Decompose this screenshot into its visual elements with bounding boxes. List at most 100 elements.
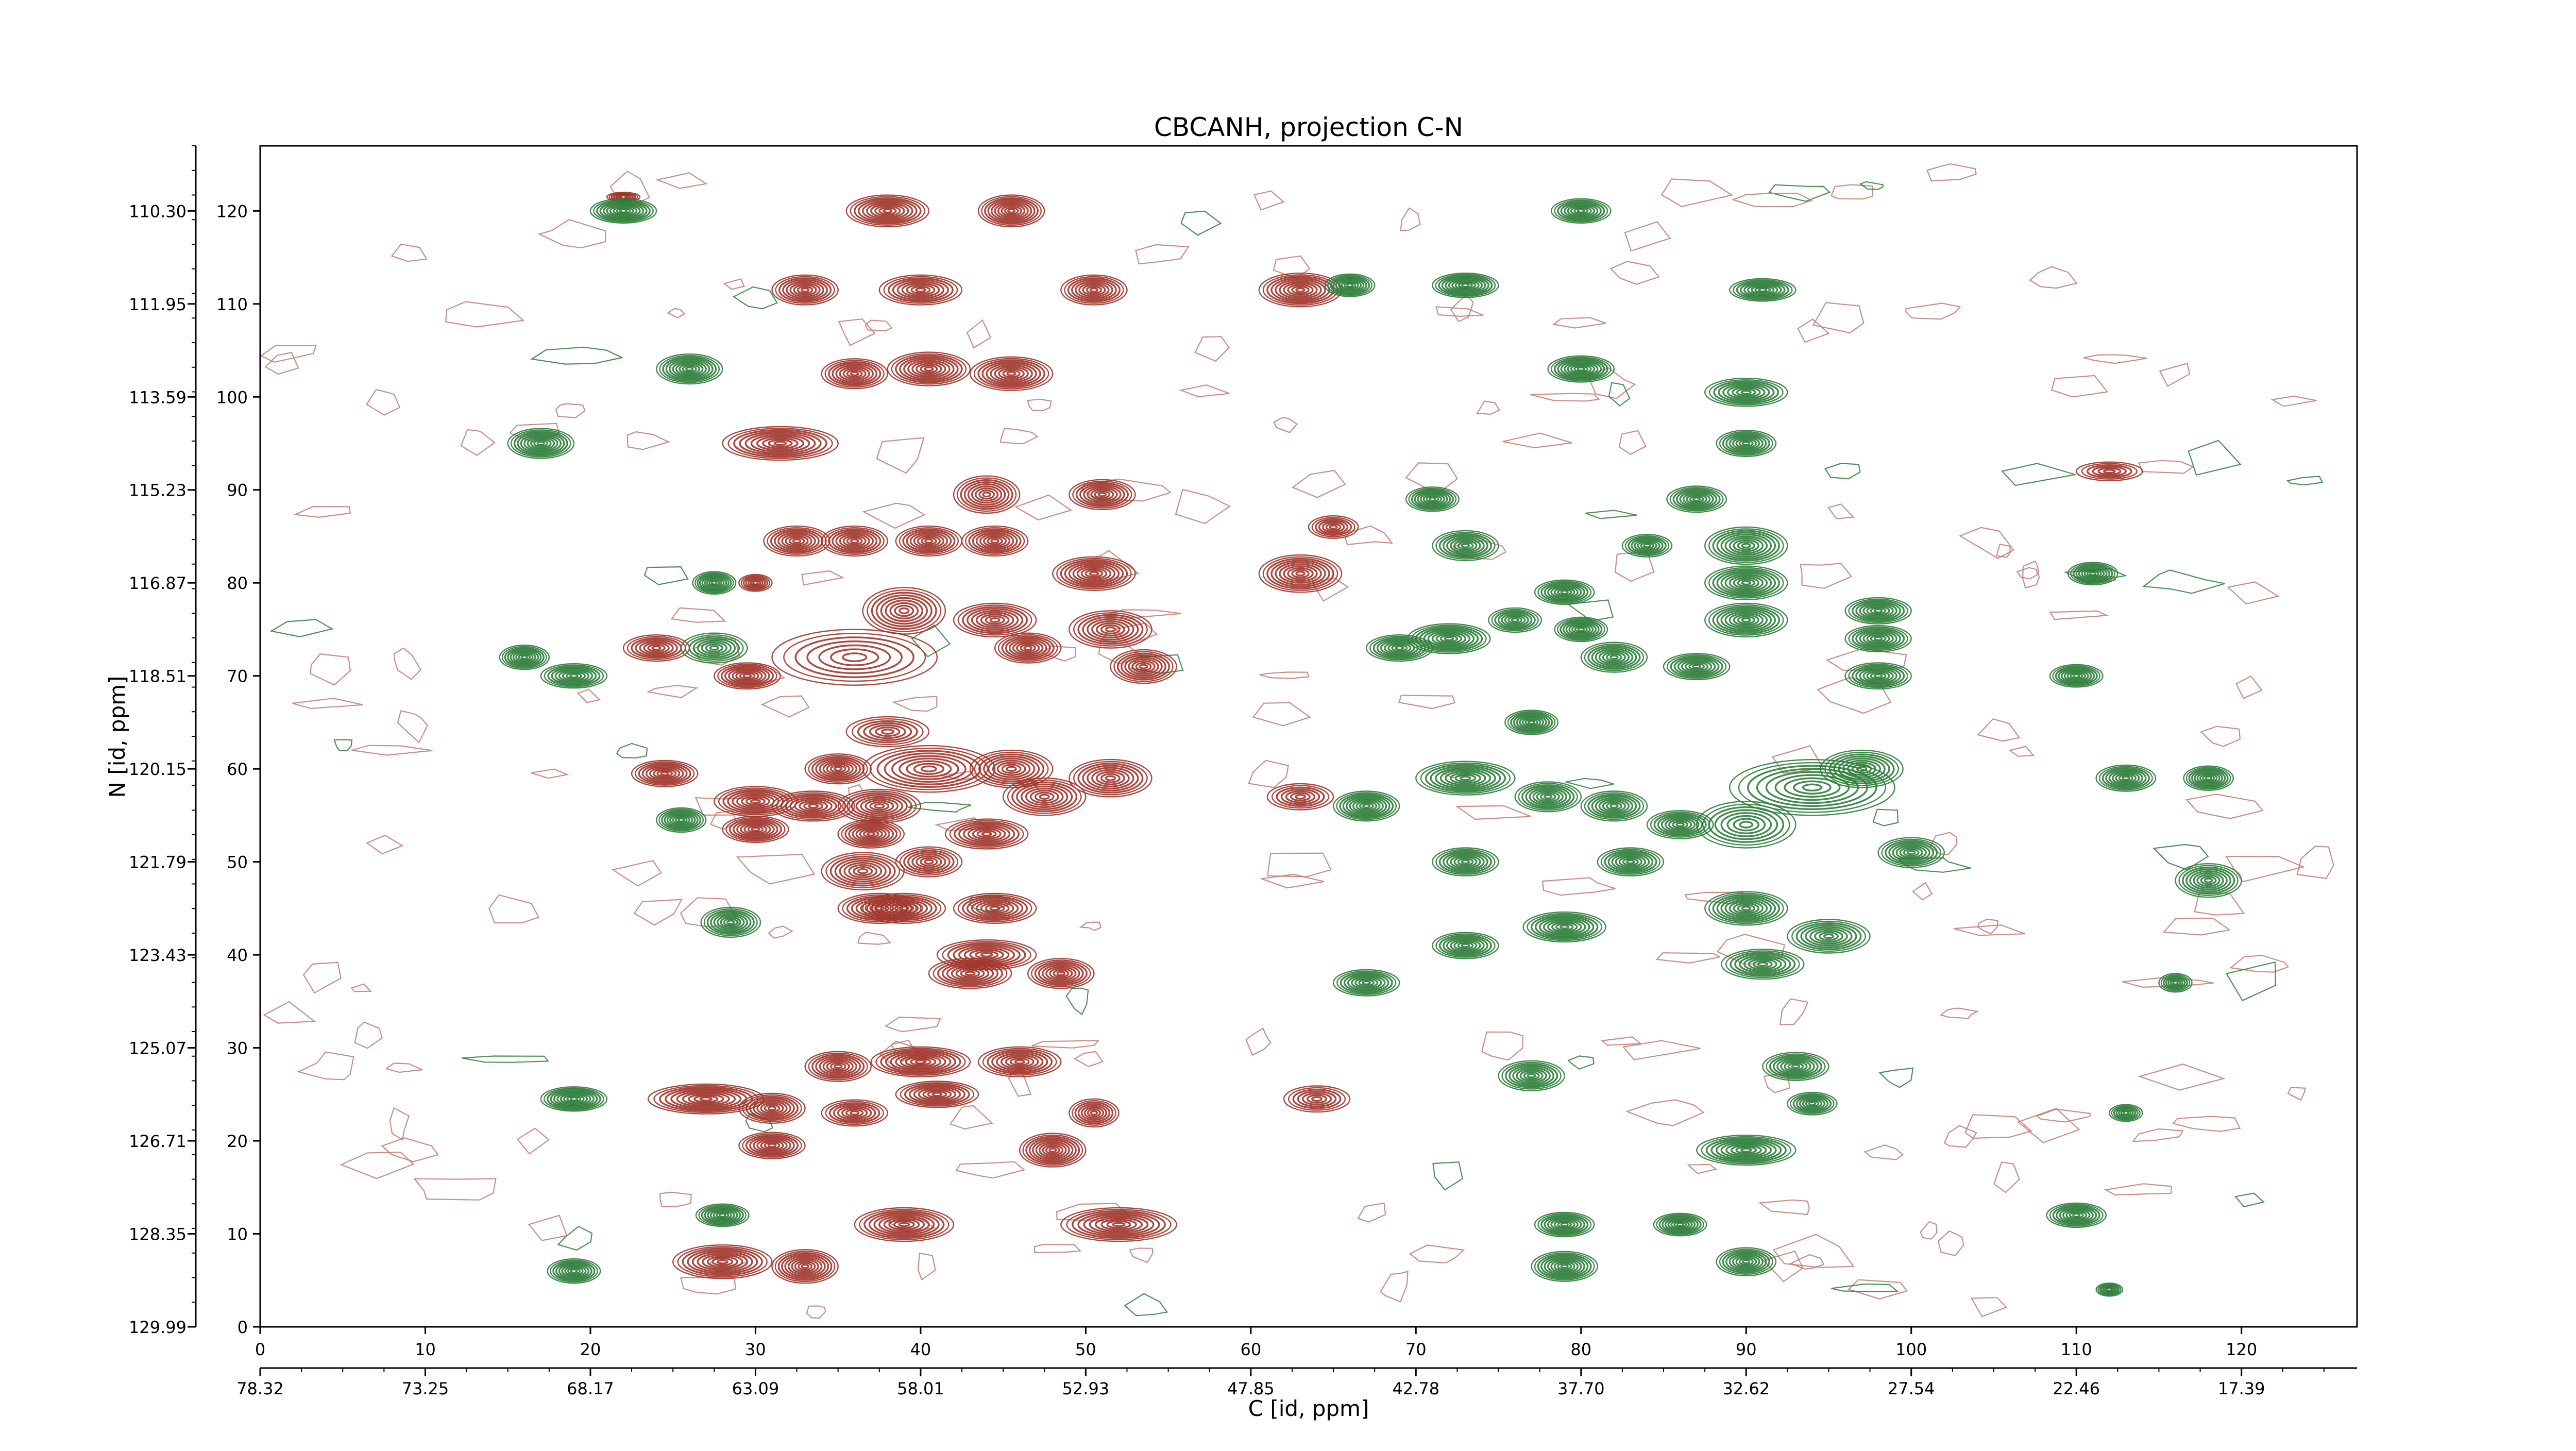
noise-contour <box>310 653 351 686</box>
positive-contour-level <box>920 364 938 374</box>
positive-contour-level <box>1079 483 1125 505</box>
positive-contour-level <box>878 274 963 306</box>
positive-contour-level <box>862 745 996 793</box>
negative-contour-level <box>1516 715 1547 730</box>
noise-contour <box>488 894 539 924</box>
positive-contour-level <box>899 906 910 911</box>
negative-contour-level <box>1602 800 1626 812</box>
negative-contour-level <box>1737 541 1756 550</box>
positive-contour-level <box>722 815 789 843</box>
noise-contour <box>1245 1027 1272 1056</box>
positive-contour-level <box>1072 1210 1166 1239</box>
negative-contour-level <box>1705 1137 1787 1163</box>
positive-contour-level <box>770 528 824 554</box>
negative-contour-level <box>550 1259 598 1283</box>
positive-contour-level <box>962 824 1011 843</box>
positive-contour-level <box>742 1133 802 1158</box>
positive-contour-level <box>771 629 938 686</box>
negative-peak <box>2067 562 2119 586</box>
negative-contour-level <box>701 642 728 655</box>
positive-contour-level <box>735 670 759 681</box>
negative-contour-level <box>675 362 704 376</box>
negative-contour-level <box>510 649 539 665</box>
negative-contour-level <box>1553 1261 1575 1272</box>
positive-contour-level <box>842 652 868 663</box>
negative-contour-level <box>2099 1284 2120 1295</box>
noise-contour <box>1779 998 1809 1025</box>
positive-contour-level <box>771 790 855 822</box>
negative-contour-level <box>544 664 604 687</box>
negative-contour-level <box>1432 530 1499 562</box>
negative-contour-level <box>540 1086 608 1112</box>
noise-contour <box>2188 440 2242 476</box>
negative-contour-level <box>2196 874 2221 887</box>
negative-contour-level <box>1498 1060 1565 1091</box>
negative-contour-level <box>1716 570 1776 596</box>
negative-peak <box>1646 810 1714 839</box>
negative-contour-level <box>1568 623 1594 636</box>
positive-peak <box>1266 783 1334 811</box>
noise-contour <box>2036 1108 2092 1123</box>
negative-contour-level <box>1511 617 1519 623</box>
negative-contour-level <box>1903 848 1920 857</box>
negative-contour-level <box>553 1090 595 1107</box>
positive-contour-level <box>888 1219 920 1230</box>
negative-contour-level <box>1724 611 1768 630</box>
noise-contour <box>393 647 421 680</box>
noise-contour <box>1872 808 1899 826</box>
negative-contour-level <box>1736 388 1756 396</box>
negative-contour-level <box>701 576 727 590</box>
positive-peak <box>953 892 1037 924</box>
positive-contour-level <box>946 964 994 983</box>
noise-contour <box>1609 261 1660 285</box>
negative-contour-level <box>1710 1139 1782 1162</box>
negative-contour-level <box>1728 575 1764 590</box>
positive-contour-level <box>871 592 937 630</box>
positive-contour-level <box>1270 560 1330 588</box>
x-axis-label: C [id, ppm] <box>1248 1396 1369 1421</box>
positive-contour-level <box>826 763 850 775</box>
positive-contour-level <box>1034 960 1088 986</box>
positive-contour-level <box>968 528 1022 554</box>
negative-peak <box>1720 949 1805 980</box>
positive-peak <box>1258 554 1343 593</box>
negative-contour-level <box>2097 1283 2122 1296</box>
negative-contour-level <box>1538 917 1590 937</box>
negative-contour-level <box>2062 1209 2091 1222</box>
negative-contour-level <box>2111 1105 2141 1121</box>
positive-contour-level <box>775 276 835 304</box>
positive-contour-level <box>825 1101 884 1125</box>
positive-contour-level <box>794 636 914 679</box>
negative-contour-level <box>1340 971 1393 994</box>
positive-contour-level <box>971 610 1019 631</box>
positive-contour-level <box>894 904 914 913</box>
negative-contour-level <box>1573 365 1589 373</box>
noise-contour <box>1253 190 1285 211</box>
negative-contour-level <box>613 206 634 215</box>
negative-contour-level <box>1554 199 1608 223</box>
positive-contour-level <box>1007 208 1016 214</box>
positive-contour-level <box>1022 1134 1083 1166</box>
negative-contour-level <box>1624 535 1670 556</box>
positive-contour-level <box>1077 614 1144 645</box>
positive-contour-level <box>2075 461 2143 481</box>
positive-contour-level <box>1056 558 1132 589</box>
positive-contour-level <box>1078 282 1110 298</box>
negative-contour-level <box>1531 1251 1598 1282</box>
negative-contour-level <box>1769 1054 1823 1078</box>
negative-contour-level <box>589 198 657 224</box>
noise-contour <box>1831 184 1874 200</box>
negative-peak <box>1597 847 1665 876</box>
positive-contour-level <box>653 768 677 779</box>
noise-contour <box>1273 417 1298 433</box>
negative-contour-level <box>1722 383 1770 401</box>
negative-contour-level <box>1460 775 1471 781</box>
positive-peak <box>928 958 1012 989</box>
negative-contour-level <box>2185 767 2231 790</box>
negative-contour-level <box>1646 810 1714 839</box>
x-index-tick-label: 90 <box>1736 1340 1757 1359</box>
positive-contour-level <box>870 204 905 218</box>
positive-contour-level <box>727 428 833 459</box>
negative-contour-level <box>1457 857 1474 866</box>
positive-contour-level <box>842 535 867 547</box>
